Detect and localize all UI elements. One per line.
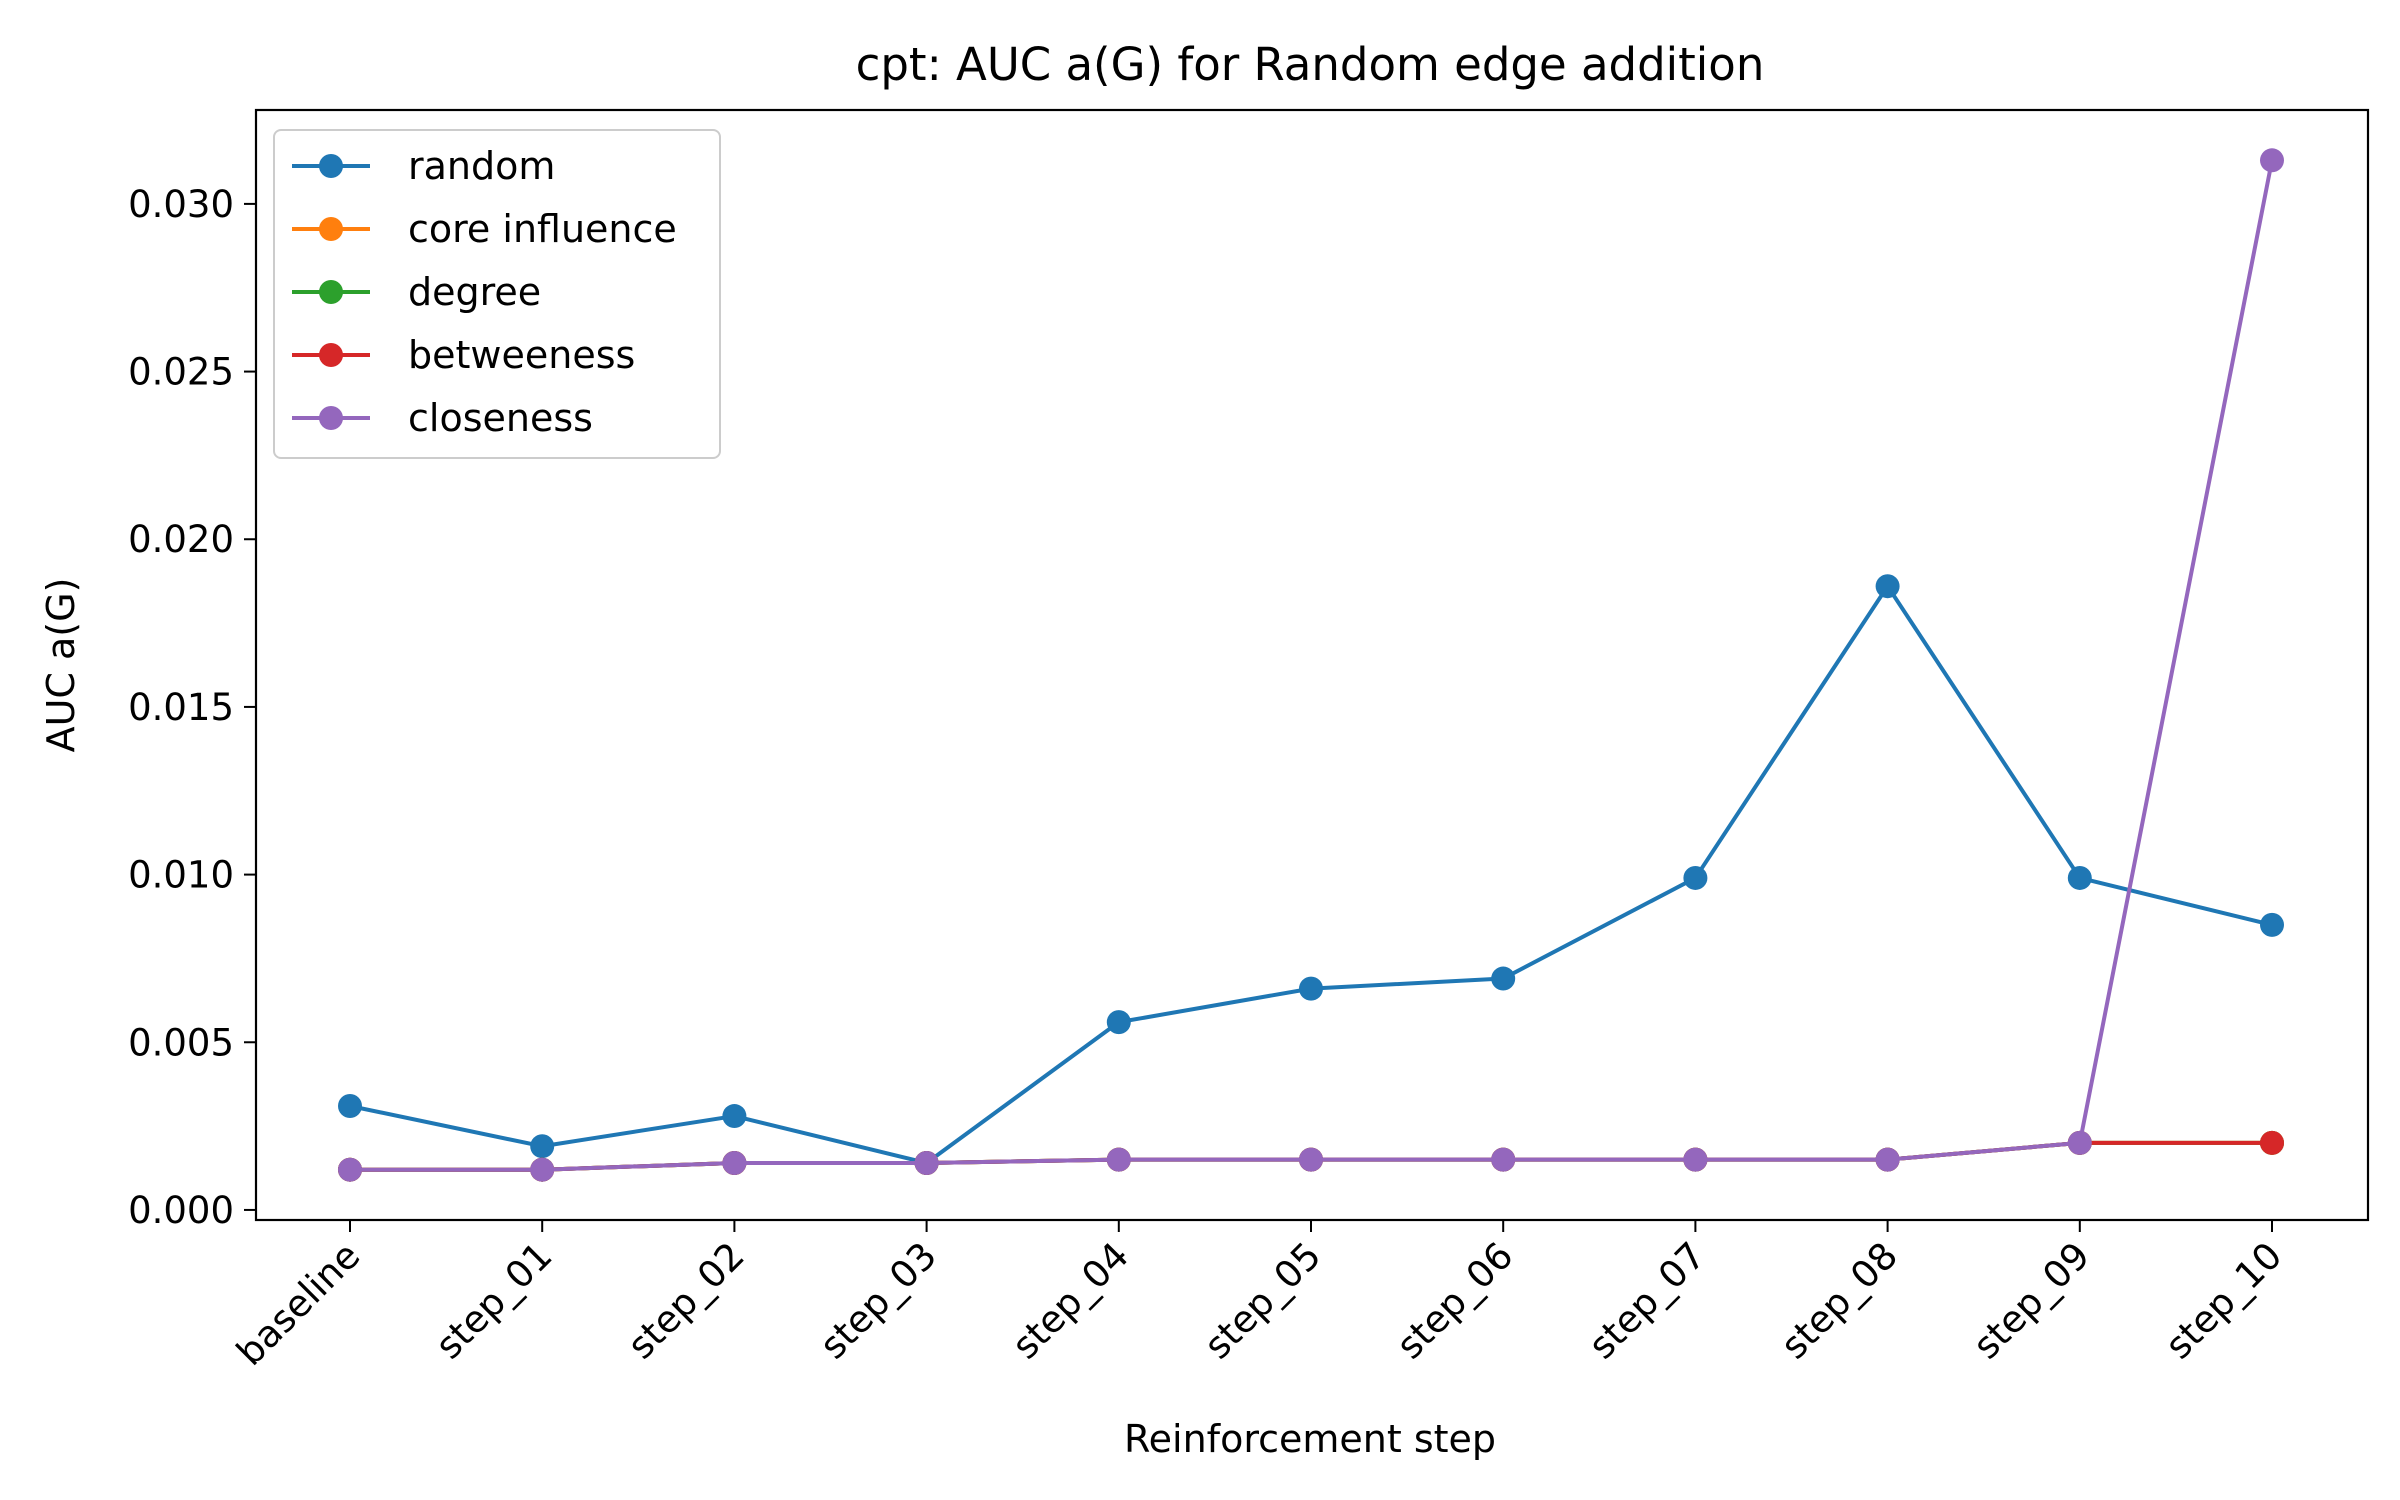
- data-point: [914, 1150, 939, 1175]
- legend-item: random: [292, 144, 555, 188]
- series-closeness: [338, 148, 2284, 1182]
- data-point: [338, 1157, 362, 1182]
- legend-marker: [319, 406, 343, 430]
- legend-box: [273, 129, 721, 459]
- x-axis-label: Reinforcement step: [1124, 1417, 1496, 1461]
- data-point: [2260, 912, 2284, 937]
- series-random: [338, 574, 2284, 1175]
- data-point: [338, 1093, 362, 1118]
- y-tick-label: 0.005: [128, 1021, 234, 1064]
- data-point: [1106, 1010, 1131, 1035]
- data-point: [1491, 1147, 1516, 1172]
- plot-area-frame: [254, 108, 2370, 1222]
- series-layer: [338, 148, 2284, 1182]
- y-tick-label: 0.030: [128, 183, 234, 226]
- legend-marker: [319, 343, 343, 367]
- data-point: [530, 1134, 555, 1159]
- data-point: [2067, 865, 2092, 890]
- y-axis: 0.000 0.005 0.010 0.015 0.020 0.025 0.030: [128, 183, 256, 1232]
- legend-item: degree: [292, 270, 541, 314]
- data-point: [722, 1150, 747, 1175]
- data-point: [1299, 1147, 1323, 1172]
- y-tick-label: 0.010: [128, 854, 234, 897]
- chart-title: cpt: AUC a(G) for Random edge addition: [856, 38, 1765, 91]
- legend-label: closeness: [408, 396, 593, 440]
- data-point: [1106, 1147, 1131, 1172]
- y-axis-label: AUC a(G): [39, 578, 83, 753]
- y-tick-label: 0.000: [128, 1189, 234, 1232]
- data-point: [722, 1104, 747, 1129]
- data-point: [1875, 574, 1900, 599]
- y-tick-label: 0.025: [128, 351, 234, 394]
- data-point: [1875, 1147, 1900, 1172]
- legend-label: core influence: [408, 207, 677, 251]
- data-point: [2260, 1130, 2284, 1155]
- legend: random core influence degree betweeness clos…: [273, 129, 721, 459]
- legend-label: degree: [408, 270, 541, 314]
- data-point: [2260, 148, 2284, 173]
- y-tick-label: 0.020: [128, 518, 234, 561]
- data-point: [1683, 865, 1708, 890]
- legend-label: betweeness: [408, 333, 635, 377]
- data-point: [1491, 966, 1516, 991]
- data-point: [1683, 1147, 1708, 1172]
- data-point: [1299, 976, 1323, 1001]
- legend-item: closeness: [292, 396, 593, 440]
- legend-marker: [319, 154, 343, 178]
- data-point: [2067, 1130, 2092, 1155]
- legend-label: random: [408, 144, 555, 188]
- y-tick-label: 0.015: [128, 686, 234, 729]
- data-point: [530, 1157, 555, 1182]
- legend-item: betweeness: [292, 333, 635, 377]
- legend-marker: [319, 217, 343, 241]
- legend-marker: [319, 280, 343, 304]
- legend-item: core influence: [292, 207, 677, 251]
